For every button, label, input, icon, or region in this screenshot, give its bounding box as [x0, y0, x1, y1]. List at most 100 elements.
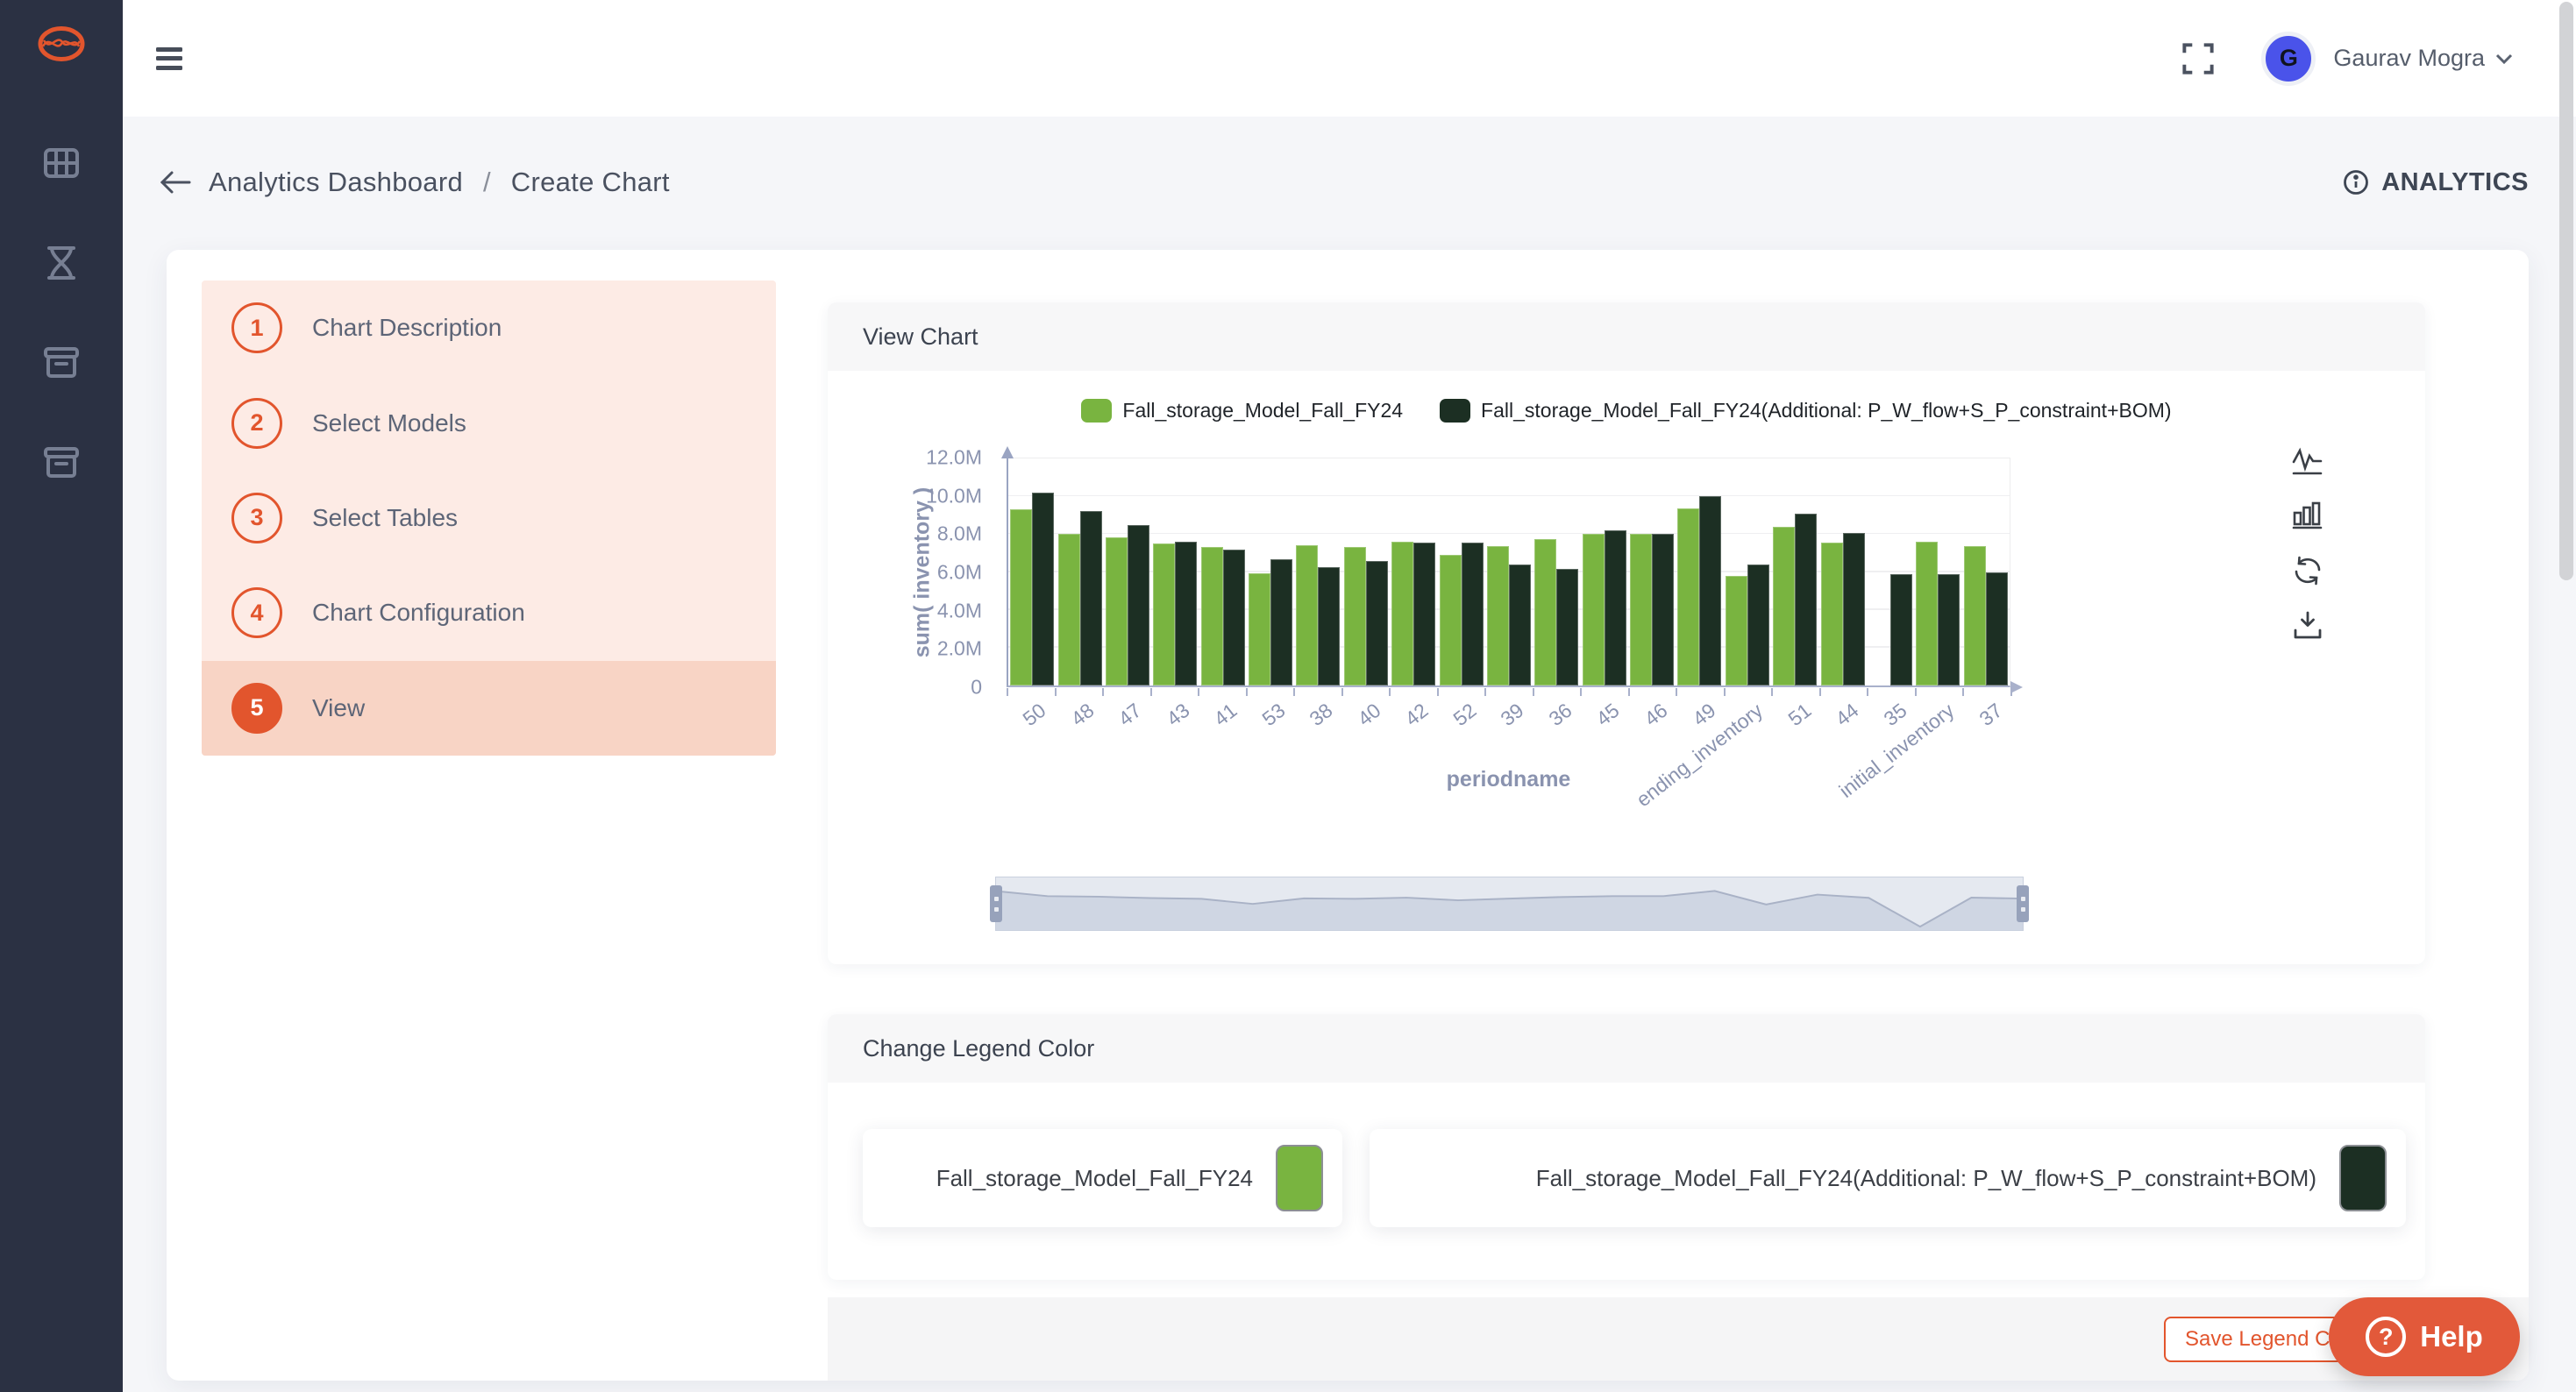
- bar-38-s0: [1296, 545, 1319, 685]
- x-tickmark: [1676, 688, 1678, 696]
- line-chart-icon[interactable]: [2290, 444, 2325, 479]
- step-chart-configuration[interactable]: 4 Chart Configuration: [202, 565, 776, 660]
- step-label: View: [312, 693, 366, 721]
- gridline: [1008, 532, 2010, 535]
- fullscreen-icon[interactable]: [2181, 41, 2216, 76]
- bar-group-39: [1485, 458, 1533, 685]
- bar-46-s1: [1652, 534, 1675, 685]
- legend-item-label: Fall_storage_Model_Fall_FY24: [1122, 399, 1404, 422]
- step-label: Select Models: [312, 408, 466, 437]
- chevron-down-icon[interactable]: [2495, 53, 2513, 64]
- bar-47-s1: [1127, 524, 1149, 685]
- bar-50-s1: [1032, 492, 1055, 685]
- x-tickmark: [1962, 688, 1965, 696]
- bar-chart-icon[interactable]: [2290, 499, 2325, 534]
- bar-40-s1: [1365, 560, 1388, 685]
- refresh-icon[interactable]: [2290, 553, 2325, 588]
- bar-group-48: [1056, 458, 1103, 685]
- y-axis-ticks: 0 2.0M 4.0M 6.0M 8.0M 10.0M 12.0M: [828, 446, 996, 699]
- bar-48-s1: [1079, 511, 1102, 685]
- bar-group-36: [1533, 458, 1580, 685]
- bar-53-s1: [1270, 559, 1293, 685]
- x-tickmark: [1532, 688, 1534, 696]
- y-tick-label: 10.0M: [926, 484, 982, 508]
- chart-legend-item[interactable]: Fall_storage_Model_Fall_FY24: [1081, 399, 1403, 423]
- legend-series-label: Fall_storage_Model_Fall_FY24(Additional:…: [1535, 1164, 2316, 1191]
- x-tickmark: [1436, 688, 1439, 696]
- bar-group-38: [1294, 458, 1341, 685]
- bar-53-s0: [1249, 572, 1271, 685]
- x-tickmark: [1007, 688, 1008, 696]
- legend-color-swatch-green[interactable]: [1276, 1145, 1323, 1211]
- hourglass-icon[interactable]: [37, 242, 86, 284]
- x-tickmark: [1484, 688, 1487, 696]
- change-legend-color-panel: Change Legend Color Fall_storage_Model_F…: [828, 1014, 2425, 1280]
- page-scrollbar[interactable]: [2559, 2, 2573, 580]
- topbar: G Gaurav Mogra: [123, 0, 2576, 117]
- info-icon[interactable]: [2343, 169, 2369, 195]
- bar-51-s0: [1773, 526, 1796, 685]
- step-select-models[interactable]: 2 Select Models: [202, 375, 776, 470]
- bar-49-s1: [1699, 496, 1722, 685]
- y-tick-label: 4.0M: [936, 599, 982, 622]
- bar-43-s0: [1153, 543, 1176, 685]
- bar-41-s1: [1222, 549, 1245, 685]
- step-label: Select Tables: [312, 503, 459, 531]
- x-tickmark: [1293, 688, 1296, 696]
- help-button[interactable]: ? Help: [2329, 1297, 2520, 1376]
- bar-group-49: [1676, 458, 1723, 685]
- plot-area: [1001, 446, 2023, 693]
- legend-color-body: Fall_storage_Model_Fall_FY24 Fall_storag…: [828, 1083, 2425, 1280]
- bar-ending_inventory-s0: [1725, 575, 1747, 685]
- chart-area: Fall_storage_Model_Fall_FY24 Fall_storage…: [828, 371, 2425, 964]
- x-tickmark: [1818, 688, 1821, 696]
- bar-45-s1: [1604, 530, 1626, 685]
- bar-40-s0: [1343, 547, 1366, 685]
- bar-39-s1: [1508, 564, 1531, 685]
- bar-group-44: [1818, 458, 1866, 685]
- chart-legend-item[interactable]: Fall_storage_Model_Fall_FY24(Additional:…: [1440, 399, 2172, 423]
- bar-47-s0: [1105, 536, 1128, 685]
- footer-band: Save Legend Colors: [828, 1297, 2529, 1381]
- bar-43-s1: [1175, 541, 1198, 685]
- download-icon[interactable]: [2290, 607, 2325, 643]
- dashboard-grid-icon[interactable]: [37, 142, 86, 184]
- bar-42-s1: [1413, 543, 1436, 685]
- menu-icon[interactable]: [156, 46, 182, 70]
- x-tickmark: [1341, 688, 1343, 696]
- gridline: [1008, 494, 2010, 497]
- bar-initial_inventory-s0: [1916, 541, 1939, 685]
- breadcrumb-create-chart: Create Chart: [510, 167, 670, 197]
- breadcrumb: Analytics Dashboard / Create Chart ANALY…: [156, 146, 2529, 219]
- bar-39-s0: [1486, 546, 1509, 685]
- sidebar: [0, 0, 123, 1392]
- bar-36-s0: [1534, 538, 1557, 685]
- view-chart-panel: View Chart Fall_storage_Model_Fall_FY24 F…: [828, 302, 2425, 964]
- bar-group-41: [1199, 458, 1247, 685]
- breadcrumb-analytics-dashboard[interactable]: Analytics Dashboard: [209, 167, 464, 197]
- brush-handle-left[interactable]: [990, 885, 1002, 922]
- bar-44-s1: [1842, 533, 1865, 685]
- chart-brush[interactable]: [990, 877, 2029, 931]
- question-circle-icon: ?: [2366, 1317, 2407, 1357]
- step-chart-description[interactable]: 1 Chart Description: [202, 281, 776, 375]
- bar-48-s0: [1057, 534, 1080, 685]
- archive-box-icon[interactable]: [37, 342, 86, 384]
- bar-group-53: [1247, 458, 1294, 685]
- app-logo-icon: [0, 0, 123, 88]
- view-chart-title: View Chart: [863, 323, 978, 350]
- archive-box-icon-2[interactable]: [37, 442, 86, 484]
- breadcrumb-separator: /: [482, 167, 491, 197]
- step-view[interactable]: 5 View: [202, 660, 776, 756]
- step-select-tables[interactable]: 3 Select Tables: [202, 471, 776, 565]
- brush-handle-right[interactable]: [2017, 885, 2029, 922]
- bar-group-46: [1628, 458, 1676, 685]
- bar-group-37: [1962, 458, 2010, 685]
- avatar[interactable]: G: [2261, 31, 2316, 86]
- back-arrow-icon[interactable]: [156, 163, 195, 202]
- change-legend-color-title: Change Legend Color: [863, 1034, 1095, 1062]
- bar-38-s1: [1318, 567, 1341, 685]
- legend-color-swatch-dark[interactable]: [2339, 1145, 2387, 1211]
- bar-group-52: [1437, 458, 1484, 685]
